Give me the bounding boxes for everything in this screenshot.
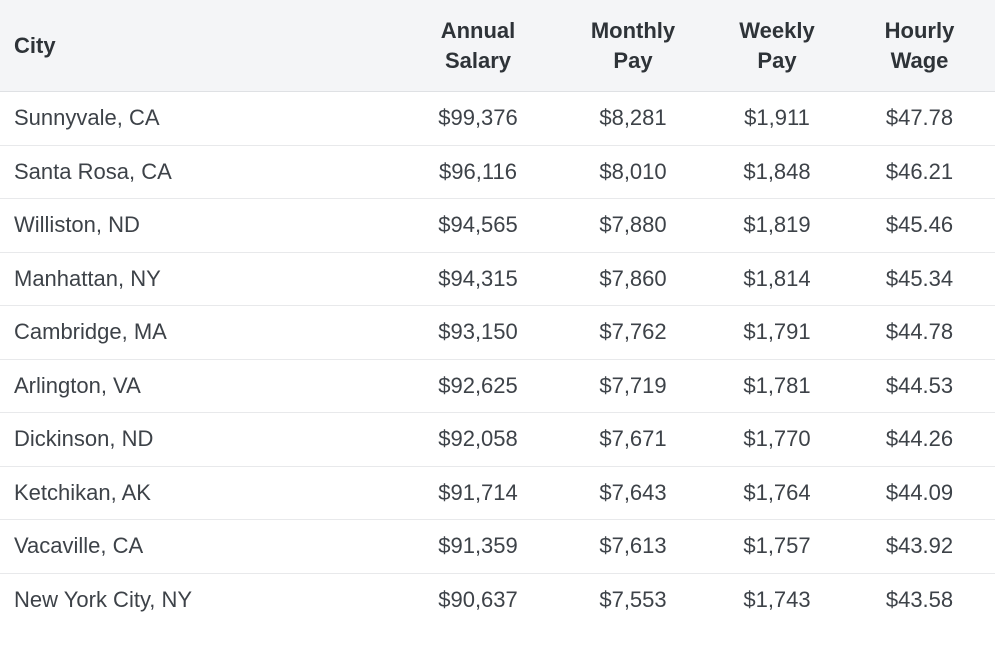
monthly-pay-cell: $7,553	[556, 573, 710, 626]
weekly-pay-cell: $1,764	[710, 466, 844, 520]
monthly-pay-cell: $7,671	[556, 412, 710, 467]
column-header-weekly-pay: Weekly Pay	[710, 0, 844, 92]
column-header-monthly-pay: Monthly Pay	[556, 0, 710, 92]
weekly-pay-cell: $1,848	[710, 145, 844, 199]
annual-salary-cell: $94,565	[400, 198, 556, 253]
monthly-pay-cell: $8,281	[556, 91, 710, 146]
table-row: Cambridge, MA $93,150 $7,762 $1,791 $44.…	[0, 305, 995, 360]
annual-salary-cell: $91,359	[400, 519, 556, 574]
monthly-pay-cell: $7,643	[556, 466, 710, 520]
table-header-row: City Annual Salary Monthly Pay Weekly Pa…	[0, 0, 995, 92]
weekly-pay-cell: $1,791	[710, 305, 844, 360]
monthly-pay-cell: $7,880	[556, 198, 710, 253]
hourly-wage-cell: $44.09	[844, 466, 995, 520]
annual-salary-cell: $92,625	[400, 359, 556, 413]
column-header-city: City	[0, 0, 400, 92]
annual-salary-cell: $92,058	[400, 412, 556, 467]
annual-salary-cell: $93,150	[400, 305, 556, 360]
weekly-pay-cell: $1,757	[710, 519, 844, 574]
hourly-wage-cell: $44.26	[844, 412, 995, 467]
hourly-wage-cell: $46.21	[844, 145, 995, 199]
table-row: New York City, NY $90,637 $7,553 $1,743 …	[0, 573, 995, 626]
weekly-pay-cell: $1,770	[710, 412, 844, 467]
monthly-pay-cell: $7,762	[556, 305, 710, 360]
weekly-pay-cell: $1,743	[710, 573, 844, 626]
city-cell: Manhattan, NY	[0, 252, 400, 306]
table-row: Arlington, VA $92,625 $7,719 $1,781 $44.…	[0, 359, 995, 413]
salary-table: City Annual Salary Monthly Pay Weekly Pa…	[0, 0, 995, 626]
hourly-wage-cell: $44.78	[844, 305, 995, 360]
table-row: Vacaville, CA $91,359 $7,613 $1,757 $43.…	[0, 519, 995, 574]
table-row: Dickinson, ND $92,058 $7,671 $1,770 $44.…	[0, 412, 995, 467]
weekly-pay-cell: $1,911	[710, 91, 844, 146]
column-header-hourly-wage: Hourly Wage	[844, 0, 995, 92]
annual-salary-cell: $91,714	[400, 466, 556, 520]
city-cell: Ketchikan, AK	[0, 466, 400, 520]
monthly-pay-cell: $8,010	[556, 145, 710, 199]
weekly-pay-cell: $1,819	[710, 198, 844, 253]
hourly-wage-cell: $47.78	[844, 91, 995, 146]
weekly-pay-cell: $1,781	[710, 359, 844, 413]
city-cell: Arlington, VA	[0, 359, 400, 413]
table-row: Williston, ND $94,565 $7,880 $1,819 $45.…	[0, 198, 995, 253]
annual-salary-cell: $99,376	[400, 91, 556, 146]
table-row: Manhattan, NY $94,315 $7,860 $1,814 $45.…	[0, 252, 995, 306]
city-cell: New York City, NY	[0, 573, 400, 626]
column-header-annual-salary: Annual Salary	[400, 0, 556, 92]
city-cell: Williston, ND	[0, 198, 400, 253]
hourly-wage-cell: $45.34	[844, 252, 995, 306]
weekly-pay-cell: $1,814	[710, 252, 844, 306]
monthly-pay-cell: $7,860	[556, 252, 710, 306]
monthly-pay-cell: $7,613	[556, 519, 710, 574]
hourly-wage-cell: $45.46	[844, 198, 995, 253]
city-cell: Dickinson, ND	[0, 412, 400, 467]
city-cell: Sunnyvale, CA	[0, 91, 400, 146]
hourly-wage-cell: $43.58	[844, 573, 995, 626]
annual-salary-cell: $90,637	[400, 573, 556, 626]
city-cell: Vacaville, CA	[0, 519, 400, 574]
city-cell: Cambridge, MA	[0, 305, 400, 360]
monthly-pay-cell: $7,719	[556, 359, 710, 413]
hourly-wage-cell: $44.53	[844, 359, 995, 413]
table-row: Santa Rosa, CA $96,116 $8,010 $1,848 $46…	[0, 145, 995, 199]
city-cell: Santa Rosa, CA	[0, 145, 400, 199]
table-row: Ketchikan, AK $91,714 $7,643 $1,764 $44.…	[0, 466, 995, 520]
annual-salary-cell: $96,116	[400, 145, 556, 199]
table-row: Sunnyvale, CA $99,376 $8,281 $1,911 $47.…	[0, 91, 995, 146]
annual-salary-cell: $94,315	[400, 252, 556, 306]
hourly-wage-cell: $43.92	[844, 519, 995, 574]
